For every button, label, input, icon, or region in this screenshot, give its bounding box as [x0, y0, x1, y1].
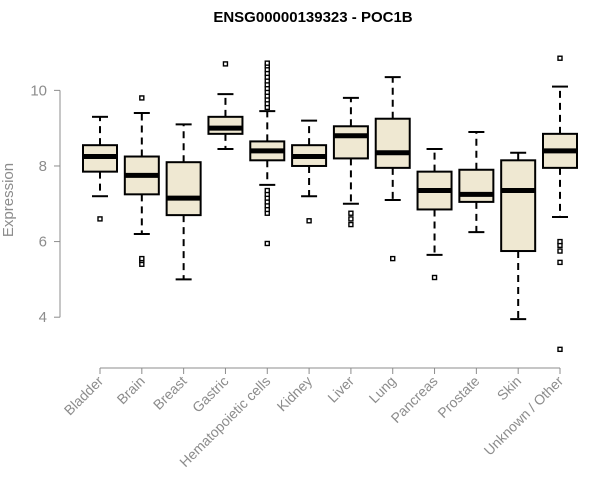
box-hematopoietic-cells	[249, 60, 286, 247]
outlier-point	[139, 95, 145, 101]
x-tick-label: Skin	[494, 373, 525, 404]
iqr-box	[165, 161, 202, 217]
outlier-point	[222, 61, 229, 67]
iqr-box	[458, 168, 495, 203]
box-breast	[165, 123, 202, 281]
outlier-point	[431, 274, 438, 281]
outlier-point	[390, 255, 396, 262]
y-axis: 4 6 8 10	[30, 82, 61, 326]
y-tick-label: 8	[39, 158, 47, 175]
outlier-point	[557, 55, 563, 61]
outlier-point	[348, 221, 354, 228]
outlier-point	[557, 259, 563, 266]
outlier-point	[348, 216, 354, 222]
box-lung	[374, 76, 411, 262]
y-tick-label: 10	[30, 82, 47, 99]
box-unknown-other	[542, 55, 578, 353]
outlier-point	[557, 346, 563, 353]
chart-title: ENSG00000139323 - POC1B	[213, 9, 412, 26]
x-tick-label: Liver	[324, 373, 357, 406]
x-tick-label: Breast	[150, 373, 190, 413]
box-kidney	[291, 119, 328, 224]
y-axis-label: Expression	[0, 163, 17, 237]
x-tick-label: Prostate	[434, 373, 482, 421]
box-skin	[500, 151, 537, 321]
y-tick-label: 6	[39, 234, 47, 251]
y-tick-label: 4	[39, 309, 47, 326]
iqr-box	[332, 125, 369, 160]
x-tick-label: Brain	[114, 373, 148, 407]
box-bladder	[82, 115, 118, 222]
outlier-point	[557, 238, 563, 245]
outlier-point	[97, 216, 103, 222]
outlier-point	[264, 240, 270, 247]
iqr-box	[374, 117, 411, 169]
box-pancreas	[416, 147, 453, 281]
iqr-box	[500, 159, 537, 253]
outlier-point	[264, 187, 270, 194]
outlier-point	[348, 210, 354, 216]
x-tick-label: Lung	[366, 373, 399, 406]
box-prostate	[458, 130, 495, 234]
outlier-point	[264, 60, 270, 66]
outlier-point	[557, 248, 563, 254]
x-tick-label: Kidney	[274, 373, 316, 415]
x-tick-label: Bladder	[61, 373, 107, 419]
outlier-point	[139, 255, 145, 262]
boxes-group	[82, 55, 578, 353]
box-liver	[332, 96, 369, 228]
outlier-point	[306, 218, 312, 224]
iqr-box	[207, 115, 244, 135]
x-tick-label: Unknown / Other	[481, 373, 567, 459]
box-brain	[123, 95, 160, 267]
box-gastric	[207, 61, 244, 150]
